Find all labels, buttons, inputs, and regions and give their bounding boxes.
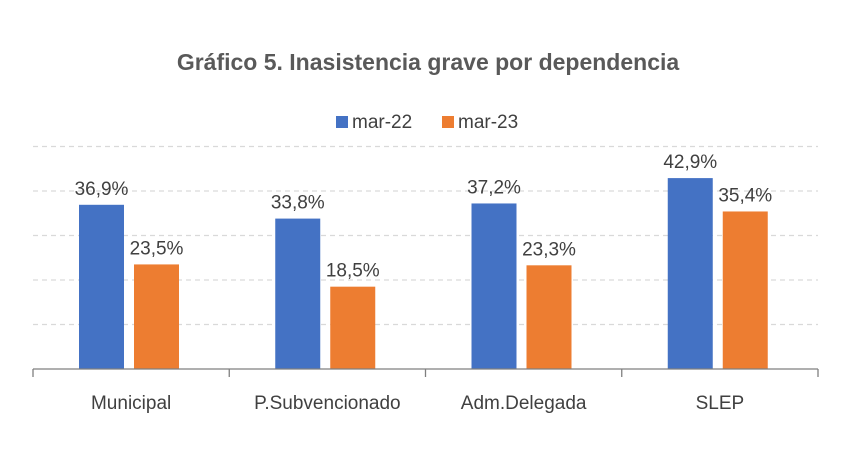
- data-label-mar-22-Adm.Delegada: 37,2%: [467, 177, 521, 198]
- data-label-mar-22-Municipal: 36,9%: [75, 179, 129, 200]
- legend-swatch-mar-22: [336, 116, 348, 128]
- data-label-mar-22-P.Subvencionado: 33,8%: [271, 193, 325, 214]
- legend-label-mar-22: mar-22: [352, 112, 412, 133]
- bar-mar-22-SLEP: [667, 178, 713, 369]
- x-tick-label-Municipal: Municipal: [91, 393, 171, 414]
- bar-mar-22-Municipal: [79, 204, 124, 369]
- bar-mar-23-Municipal: [134, 264, 179, 369]
- data-labels: 36,9% 23,5% 33,8% 18,5% 37,2% 23,3% 42,9%35,4%: [75, 152, 773, 282]
- bars: [79, 178, 768, 369]
- bar-mar-22-Adm.Delegada: [471, 203, 517, 369]
- x-tick-label-P.Subvencionado: P.Subvencionado: [254, 393, 401, 414]
- data-label-mar-23-Municipal: 23,5%: [130, 238, 184, 259]
- data-label-mar-23-Adm.Delegada: 23,3%: [522, 239, 576, 260]
- bar-mar-22-P.Subvencionado: [275, 218, 321, 369]
- chart-title: Gráfico 5. Inasistencia grave por depend…: [177, 49, 680, 75]
- data-label-mar-23-SLEP: 35,4%: [718, 185, 772, 206]
- bar-mar-23-SLEP: [722, 211, 768, 369]
- data-label-mar-23-P.Subvencionado: 18,5%: [326, 261, 380, 282]
- bar-mar-23-P.Subvencionado: [330, 286, 376, 369]
- data-label-mar-22-SLEP: 42,9%: [663, 152, 717, 173]
- x-tick-label-Adm.Delegada: Adm.Delegada: [461, 393, 587, 414]
- x-tick-labels: Municipal P.Subvencionado Adm.Delegada SLEP: [91, 393, 744, 414]
- x-axis: [32, 368, 819, 377]
- bar-mar-23-Adm.Delegada: [526, 265, 572, 369]
- legend-swatch-mar-23: [442, 116, 454, 128]
- x-tick-label-SLEP: SLEP: [696, 393, 745, 414]
- legend-label-mar-23: mar-23: [458, 112, 518, 133]
- legend: mar-22 mar-23: [336, 112, 518, 133]
